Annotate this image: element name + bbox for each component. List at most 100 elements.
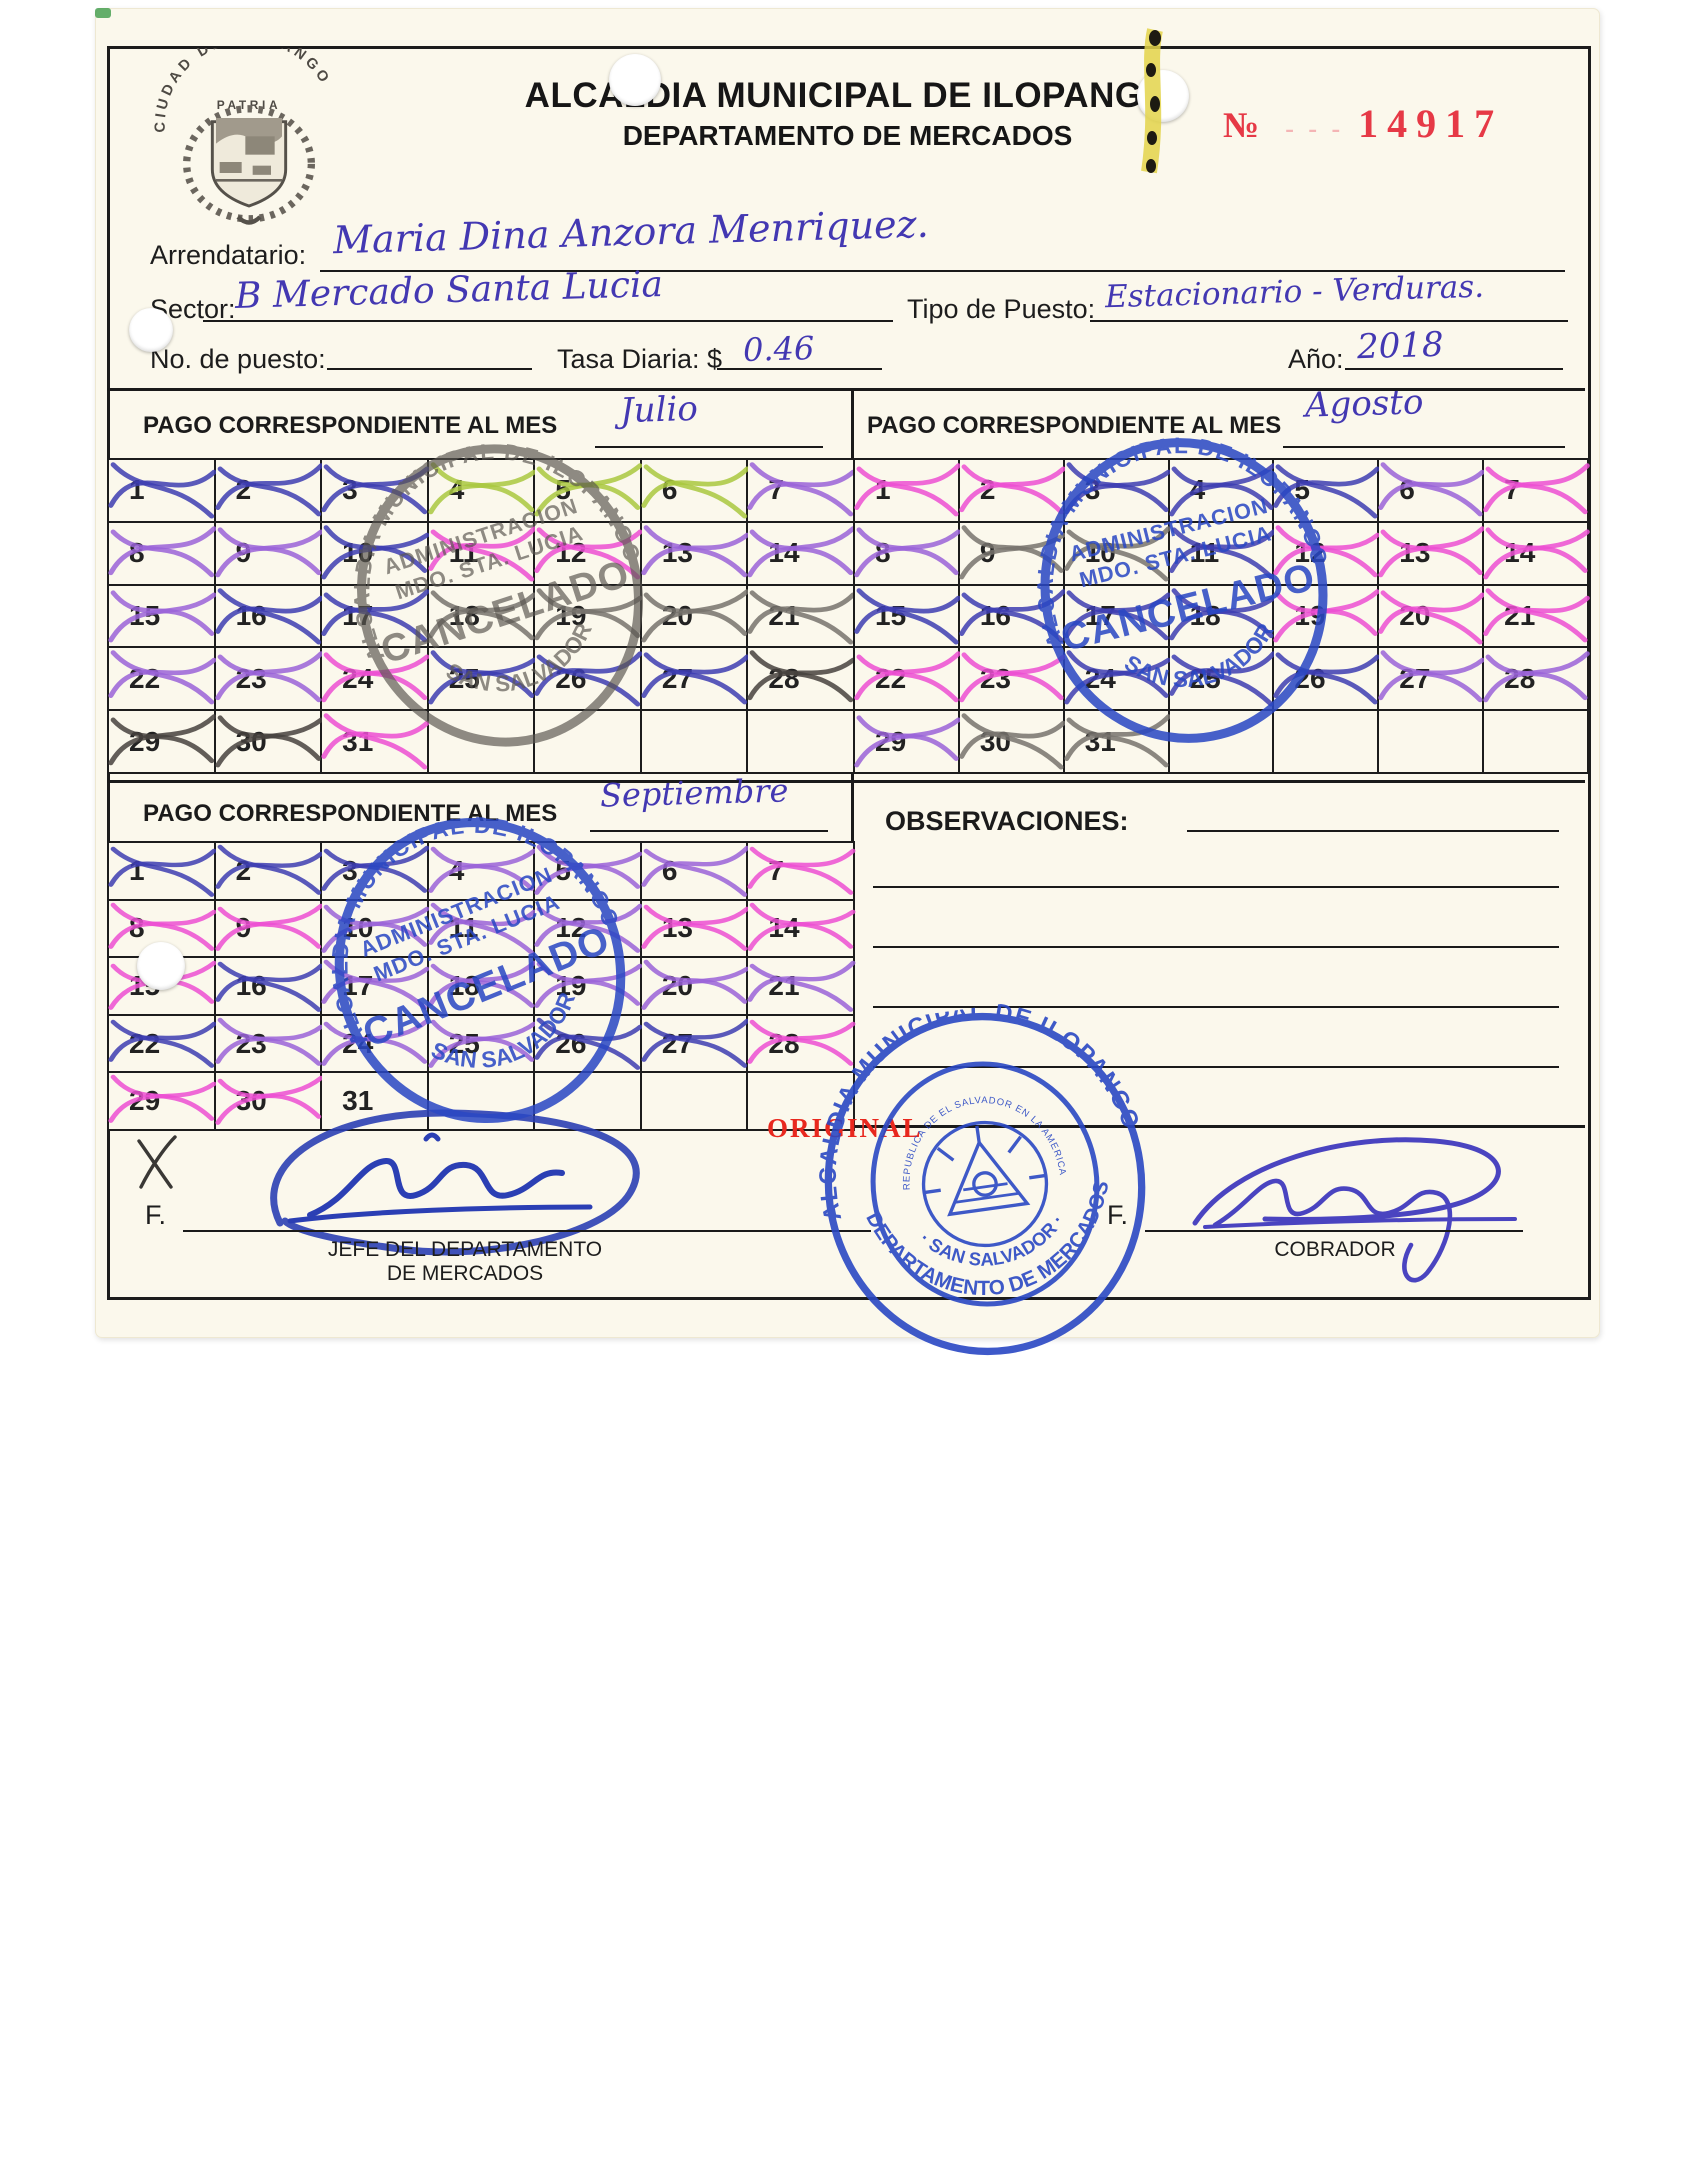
tasa-diaria-line <box>717 368 882 370</box>
day-cell: 17 <box>321 958 430 1014</box>
ano-label: Año: <box>1288 344 1344 374</box>
day-cell: 26 <box>1273 648 1381 710</box>
tasa-diaria-label: Tasa Diaria: $ <box>557 344 723 374</box>
day-cell: 8 <box>854 522 961 584</box>
day-cell: 11 <box>428 900 537 957</box>
day-cell: 29 <box>108 711 217 772</box>
day-cell: 20 <box>641 585 750 647</box>
day-cell: 18 <box>428 958 537 1014</box>
day-cell: 27 <box>641 1015 750 1072</box>
ano-value: 2018 <box>1356 324 1445 368</box>
day-number: 31 <box>342 1085 374 1117</box>
day-number: 16 <box>235 599 267 631</box>
serial-value: 14917 <box>1358 101 1504 146</box>
day-cell: 13 <box>641 522 750 584</box>
day-number: 2 <box>979 474 996 506</box>
mes-julio-header: PAGO CORRESPONDIENTE AL MES <box>143 412 558 439</box>
day-number: 3 <box>1084 474 1101 506</box>
day-number: 7 <box>768 854 784 886</box>
role-jefe-line2: DE MERCADOS <box>386 1262 544 1285</box>
section-rule-top <box>107 388 1585 391</box>
day-cell: 11 <box>1168 522 1276 584</box>
day-cell: 7 <box>747 843 856 899</box>
day-cell: 1 <box>108 843 217 899</box>
day-cell: 21 <box>747 585 856 647</box>
day-cell: 29 <box>108 1073 217 1129</box>
day-cell: 24 <box>1063 648 1171 710</box>
tasa-diaria-value: 0.46 <box>742 329 815 369</box>
day-cell: 23 <box>959 648 1066 710</box>
day-cell: 27 <box>1378 648 1486 710</box>
day-cell: 22 <box>854 648 961 710</box>
day-number: 19 <box>555 599 587 631</box>
day-number: 22 <box>129 662 161 694</box>
day-cell: 4 <box>428 843 537 899</box>
day-number: 11 <box>448 537 479 569</box>
day-number: 12 <box>555 537 587 569</box>
receipt-card: CIUDAD DE ILOPANGO PATRIA ALCALDIA MUNIC… <box>95 8 1600 1356</box>
day-number: 6 <box>1399 474 1415 506</box>
day-cell: 4 <box>1168 460 1276 521</box>
day-number: 3 <box>342 854 358 886</box>
day-cell: 14 <box>747 900 856 957</box>
day-number: 17 <box>342 969 374 1001</box>
day-number: 29 <box>129 725 161 757</box>
day-number: 11 <box>1189 537 1220 569</box>
mes-agosto-header: PAGO CORRESPONDIENTE AL MES <box>867 412 1282 439</box>
day-cell: 26 <box>534 1015 643 1072</box>
day-cell <box>1379 711 1483 772</box>
municipal-crest: CIUDAD DE ILOPANGO PATRIA <box>153 48 330 225</box>
day-number: 4 <box>448 474 465 506</box>
day-number: 5 <box>555 474 571 506</box>
day-cell: 17 <box>321 585 430 647</box>
day-cell: 14 <box>747 522 856 584</box>
serial-number-block: № - - - 14917 <box>1223 100 1573 147</box>
observaciones-line-4 <box>873 1006 1559 1008</box>
day-cell: 29 <box>854 711 961 772</box>
day-cell: 22 <box>108 1015 217 1072</box>
day-number: 19 <box>555 969 587 1001</box>
day-cell: 25 <box>428 648 537 710</box>
document-subtitle: DEPARTAMENTO DE MERCADOS <box>622 120 1073 151</box>
day-cell: 31 <box>1063 711 1171 772</box>
day-number: 20 <box>661 969 693 1001</box>
day-number: 24 <box>342 1027 374 1059</box>
day-cell: 10 <box>1063 522 1171 584</box>
arrendatario-label: Arrendatario: <box>150 240 307 270</box>
day-cell <box>641 711 747 772</box>
mes-agosto-line <box>1283 446 1565 448</box>
signature-line-left <box>183 1230 871 1232</box>
day-number: 24 <box>1084 662 1116 694</box>
day-number: 3 <box>342 474 358 506</box>
ano-line <box>1345 368 1563 370</box>
day-cell <box>428 1073 534 1129</box>
day-cell: 31 <box>321 711 430 772</box>
day-cell: 23 <box>214 648 324 710</box>
day-number: 1 <box>875 474 891 506</box>
day-number: 21 <box>768 599 800 631</box>
day-cell: 28 <box>747 648 856 710</box>
mes-julio-line <box>595 446 823 448</box>
day-cell: 19 <box>534 958 643 1014</box>
day-cell: 4 <box>428 460 537 521</box>
day-cell: 27 <box>641 648 750 710</box>
day-cell: 12 <box>1273 522 1381 584</box>
day-cell: 31 <box>322 1073 427 1129</box>
day-cell: 18 <box>428 585 537 647</box>
day-cell: 10 <box>321 522 430 584</box>
day-cell: 13 <box>1378 522 1486 584</box>
day-number: 2 <box>235 854 252 886</box>
day-cell: 16 <box>214 585 324 647</box>
day-cell: 6 <box>641 843 750 899</box>
observaciones-line-2 <box>873 886 1559 888</box>
day-number: 10 <box>342 537 374 569</box>
day-cell: 22 <box>108 648 217 710</box>
day-number: 10 <box>342 912 374 944</box>
day-cell <box>1274 711 1378 772</box>
calendar-grid-agosto: 1 2 3 4 5 6 7 8 9 10 11 12 13 14 <box>853 458 1590 774</box>
day-number: 24 <box>342 662 374 694</box>
day-cell: 3 <box>1063 460 1171 521</box>
day-cell: 2 <box>214 843 324 899</box>
no-puesto-line <box>327 368 532 370</box>
